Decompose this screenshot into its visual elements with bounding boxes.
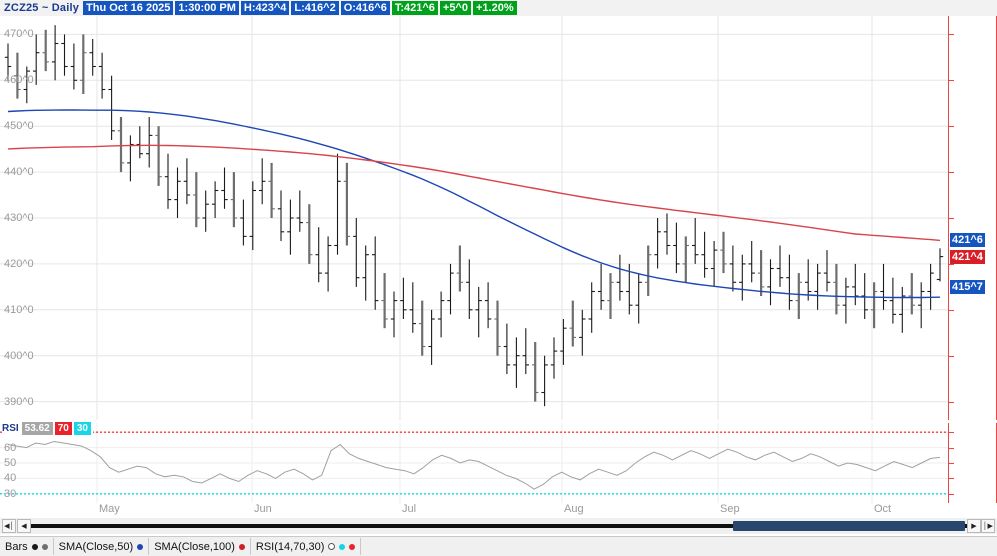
status-dot-gray-icon (41, 543, 48, 550)
rsi-upper-chip: 70 (54, 422, 72, 435)
price-marker-blue: 421^6 (950, 233, 985, 247)
price-marker-blue: 415^7 (950, 280, 985, 294)
quote-change: +5^0 (439, 1, 471, 15)
rsi-tick-mark (949, 493, 954, 495)
rsi-legend: RSI 53.62 70 30 (2, 422, 93, 435)
price-tick-mark (949, 80, 954, 82)
horizontal-scrollbar[interactable]: ◀│ ◀ ▶ │▶ (0, 518, 997, 534)
status-item-label: RSI(14,70,30) (255, 540, 325, 553)
x-axis-label: Jun (254, 503, 272, 515)
status-dot-hollow-icon (328, 543, 336, 550)
rsi-tick-mark (949, 463, 954, 464)
quote-low: L:416^2 (291, 1, 339, 15)
rsi-tick-label: 30 (4, 487, 17, 500)
rsi-tick-mark (949, 447, 954, 449)
status-dot-black-icon (31, 543, 38, 550)
price-tick-label: 450^0 (4, 120, 34, 133)
x-axis-label: Oct (874, 503, 892, 515)
scroll-prev-button[interactable]: ◀ (17, 519, 31, 533)
rsi-value-chip: 53.62 (21, 422, 53, 435)
price-tick-mark (949, 355, 954, 357)
scroll-next-button[interactable]: ▶ (967, 519, 981, 533)
price-tick-mark (949, 218, 954, 219)
symbol-label: ZCZ25 ~ Daily (4, 2, 80, 14)
price-tick-mark (949, 34, 954, 36)
quote-change-pct: +1.20% (472, 1, 517, 15)
rsi-lower-chip: 30 (73, 422, 91, 435)
status-item-label: SMA(Close,100) (154, 540, 235, 553)
status-item-sma-close-50[interactable]: SMA(Close,50) (54, 538, 150, 555)
status-dot-blue-icon (137, 543, 144, 550)
price-axis[interactable] (948, 16, 997, 420)
price-tick-mark (949, 172, 954, 174)
status-item-sma-close-100[interactable]: SMA(Close,100) (149, 538, 251, 555)
rsi-tick-label: 40 (4, 472, 17, 485)
x-axis: May Jun Jul Aug Sep Oct (0, 503, 948, 517)
rsi-tick-label: 60 (4, 441, 17, 454)
rsi-chart-pane[interactable] (0, 423, 948, 503)
quote-open: O:416^6 (340, 1, 390, 15)
price-plot (0, 16, 948, 420)
quote-date: Thu Oct 16 2025 (83, 1, 174, 15)
price-marker-red: 421^4 (950, 250, 985, 264)
rsi-axis[interactable] (948, 423, 997, 503)
price-tick-mark (949, 309, 954, 311)
price-chart-pane[interactable] (0, 16, 948, 420)
x-axis-label: May (99, 503, 120, 515)
price-tick-mark (949, 263, 954, 265)
x-axis-label: Aug (564, 503, 584, 515)
x-axis-label: Jul (402, 503, 417, 515)
rsi-legend-label: RSI (2, 423, 19, 434)
status-bar: Bars SMA(Close,50) SMA(Close,100) RSI(14,70… (0, 536, 997, 556)
rsi-plot (0, 423, 948, 503)
scroll-last-button[interactable]: │▶ (981, 519, 995, 533)
rsi-tick-mark (949, 432, 954, 434)
price-tick-label: 440^0 (4, 166, 34, 179)
status-dot-red-icon (238, 543, 245, 550)
scrollbar-thumb[interactable] (733, 521, 965, 531)
price-tick-label: 410^0 (4, 303, 34, 316)
quote-high: H:423^4 (240, 1, 290, 15)
status-dot-redsm-icon (349, 543, 356, 550)
price-tick-label: 430^0 (4, 212, 34, 224)
price-tick-label: 390^0 (4, 395, 34, 408)
status-item-label: SMA(Close,50) (58, 540, 134, 553)
status-dot-cyan-icon (339, 543, 346, 550)
price-tick-label: 400^0 (4, 349, 34, 362)
quote-trade: T:421^6 (391, 1, 438, 15)
status-item-rsi-14-70-30[interactable]: RSI(14,70,30) (251, 538, 362, 555)
price-tick-label: 420^0 (4, 257, 34, 270)
price-tick-label: 470^0 (4, 28, 34, 41)
price-tick-label: 460^0 (4, 74, 34, 87)
rsi-tick-label: 50 (4, 457, 17, 469)
x-axis-label: Sep (720, 503, 740, 515)
scrollbar-track[interactable] (30, 524, 967, 528)
status-item-bars[interactable]: Bars (0, 538, 54, 555)
status-item-label: Bars (5, 540, 28, 553)
scroll-first-button[interactable]: ◀│ (2, 519, 16, 533)
price-tick-mark (949, 126, 954, 128)
quote-time: 1:30:00 PM (175, 1, 239, 15)
rsi-tick-mark (949, 478, 954, 480)
price-tick-mark (949, 401, 954, 403)
quote-bar: ZCZ25 ~ Daily Thu Oct 16 2025 1:30:00 PM… (0, 0, 997, 16)
